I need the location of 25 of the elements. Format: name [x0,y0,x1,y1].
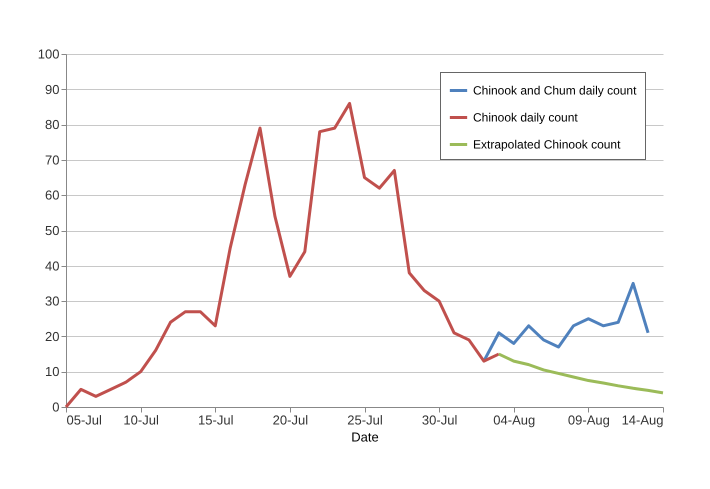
x-tick-label: 14-Aug [622,412,664,428]
y-tick-label: 30 [45,294,60,309]
x-tick-label: 30-Jul [422,412,458,428]
y-tick-label: 90 [45,82,60,97]
y-tick-label: 40 [45,258,60,274]
y-tick-label: 10 [45,364,60,380]
x-axis-title: Date [351,430,379,444]
x-tick-label: 20-Jul [272,412,308,428]
x-tick-label: 25-Jul [347,412,383,428]
y-tick-label: 0 [52,400,60,414]
legend-label: Extrapolated Chinook count [473,138,622,152]
y-tick-label: 50 [45,223,60,238]
x-tick-label: 10-Jul [123,412,159,428]
y-tick-label: 80 [45,117,60,132]
legend-label: Chinook and Chum daily count [473,84,638,98]
x-tick-label: 09-Aug [568,412,610,428]
y-tick-label: 70 [45,152,60,168]
x-tick-label: 15-Jul [198,412,234,428]
y-tick-label: 60 [45,188,60,203]
legend-label: Chinook daily count [473,110,578,124]
y-tick-label: 100 [38,46,60,62]
x-tick-label: 04-Aug [493,412,536,428]
x-tick-label: 05-Jul [66,412,102,428]
line-series [497,352,664,394]
y-tick-label: 20 [45,328,60,344]
